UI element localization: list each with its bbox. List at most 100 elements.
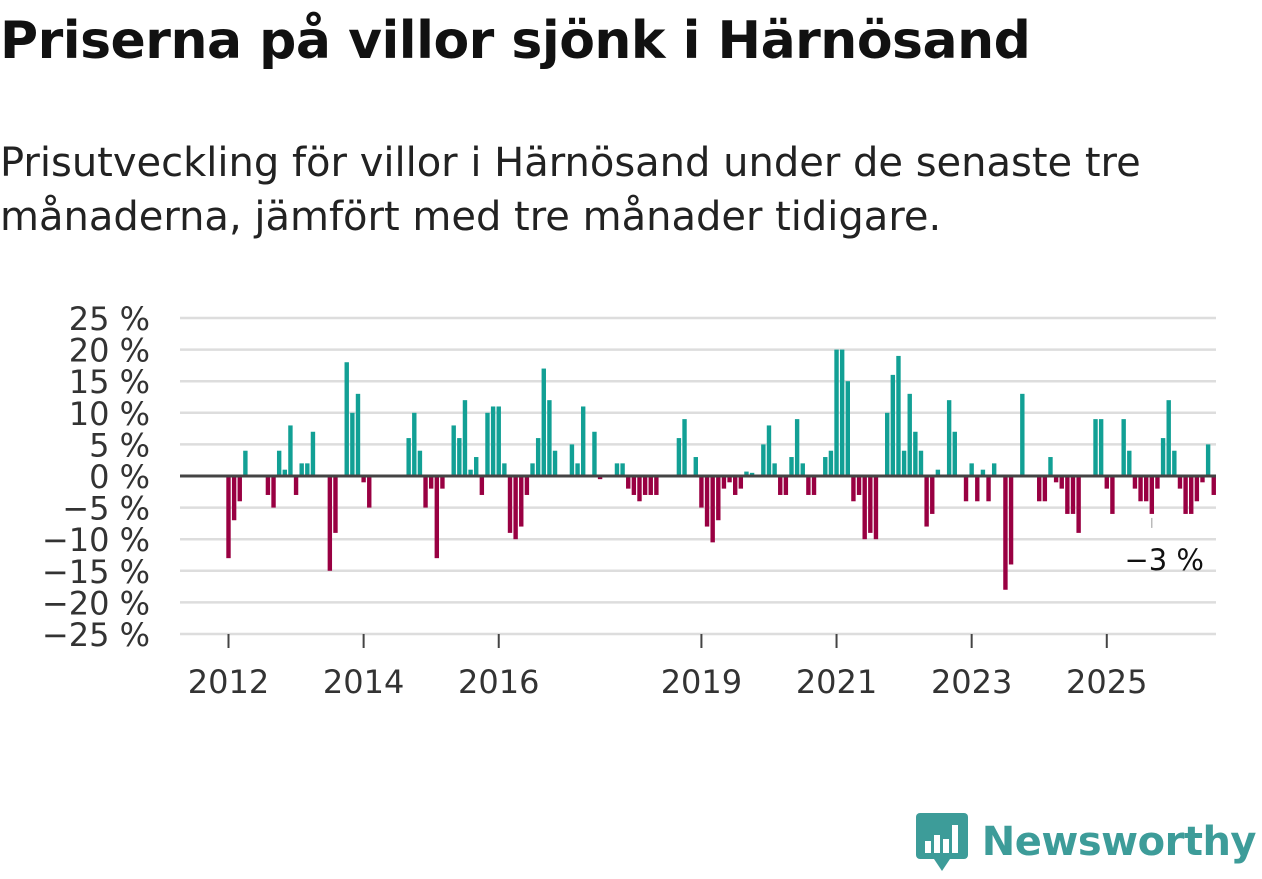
bar [980, 469, 986, 476]
bar [789, 457, 794, 476]
x-tick-label: 2012 [188, 663, 269, 701]
bar-chart-icon [915, 813, 968, 871]
bar [1172, 450, 1177, 476]
bar [327, 476, 333, 571]
bar [800, 463, 805, 476]
y-tick-label: −10 % [42, 521, 150, 559]
bar [265, 476, 271, 495]
bar [535, 438, 541, 476]
y-tick-label: 10 % [69, 395, 150, 433]
bar [749, 472, 755, 476]
bar [744, 471, 749, 476]
bar [237, 476, 242, 502]
bar [1003, 476, 1008, 590]
bar [907, 393, 912, 476]
bar [648, 476, 653, 495]
bar [1065, 476, 1070, 514]
bar [885, 412, 890, 476]
brand-name: Newsworthy [981, 819, 1257, 865]
bar [637, 476, 642, 502]
bar [462, 400, 468, 476]
annotation: −3 % [1124, 517, 1204, 577]
bar [631, 476, 637, 495]
bar [440, 476, 445, 489]
bar [918, 450, 924, 476]
bar [597, 476, 603, 480]
bar [412, 412, 417, 476]
bar [766, 425, 772, 476]
bar [1160, 438, 1166, 476]
y-tick-label: 25 % [69, 300, 150, 338]
bar [1149, 476, 1155, 514]
bar [952, 431, 957, 476]
bar [580, 406, 586, 476]
bar [620, 463, 625, 476]
chart-title: Priserna på villor sjönk i Härnösand [0, 11, 1031, 71]
bar [710, 476, 715, 543]
bar [1110, 476, 1115, 514]
bar [778, 476, 783, 495]
bar [823, 457, 828, 476]
y-tick-label: −5 % [62, 490, 150, 528]
bar [839, 349, 845, 476]
y-tick-label: 0 % [89, 458, 150, 496]
bars [226, 349, 1216, 590]
bar [834, 349, 839, 476]
bar [1042, 476, 1048, 502]
bar [682, 419, 687, 476]
bar [305, 463, 310, 476]
bar [806, 476, 811, 495]
bar [828, 450, 834, 476]
x-axis: 2012 2014 2016 2019 2021 2023 2025 [188, 634, 1147, 701]
bar [299, 463, 304, 476]
bar [930, 476, 935, 514]
bar [913, 431, 918, 476]
bar [1127, 450, 1132, 476]
bar [547, 400, 552, 476]
bar [575, 463, 580, 476]
bar [406, 438, 411, 476]
bar [868, 476, 873, 533]
annotation-label: −3 % [1124, 543, 1204, 577]
bar [592, 431, 597, 476]
bar [468, 469, 473, 476]
bar [344, 362, 349, 476]
bar [896, 355, 901, 476]
bar [282, 469, 287, 476]
bar [890, 374, 896, 476]
newsworthy-logo: Newsworthy [915, 813, 1257, 871]
bar [935, 469, 941, 476]
bar [293, 476, 299, 495]
y-tick-label: 5 % [89, 426, 150, 464]
x-tick-label: 2021 [796, 663, 877, 701]
bar [772, 463, 777, 476]
bar [845, 381, 850, 476]
bar [862, 476, 867, 540]
bar [361, 476, 366, 483]
bar [811, 476, 817, 495]
bar [946, 400, 952, 476]
bar [1104, 476, 1109, 489]
bar [851, 476, 856, 502]
bar [1098, 419, 1104, 476]
bar [721, 476, 727, 489]
bar [524, 476, 530, 495]
bar [794, 419, 800, 476]
bar [1053, 476, 1059, 483]
bar [873, 476, 879, 540]
bar [451, 425, 456, 476]
y-tick-label: 20 % [69, 332, 150, 370]
bar [1200, 476, 1205, 483]
bar [1121, 419, 1126, 476]
bar [507, 476, 513, 533]
bar [231, 476, 237, 521]
bar [350, 412, 355, 476]
bar [1059, 476, 1064, 489]
bar [1177, 476, 1183, 489]
bar [1155, 476, 1160, 489]
bar [271, 476, 276, 508]
bar [1132, 476, 1138, 489]
bar [642, 476, 648, 495]
bar [276, 450, 282, 476]
bar [699, 476, 704, 508]
